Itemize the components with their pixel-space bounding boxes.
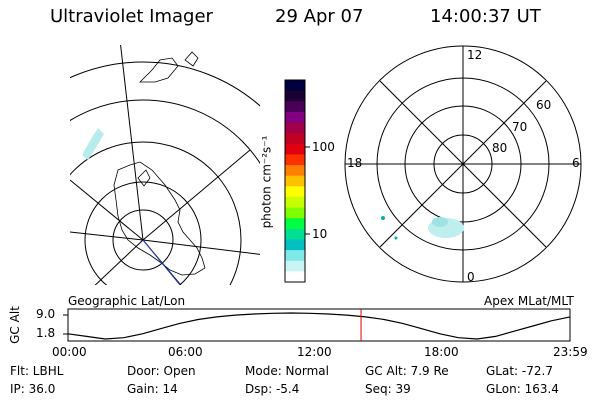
colorbar-stripe bbox=[285, 207, 305, 219]
geographic-caption: Geographic Lat/Lon bbox=[68, 294, 186, 308]
mlat-label-70: 70 bbox=[512, 120, 528, 134]
gain-info: Gain: 14 bbox=[127, 382, 178, 396]
door-info: Door: Open bbox=[127, 364, 196, 378]
timeline-xtick-3: 18:00 bbox=[424, 345, 459, 359]
colorbar-stripe bbox=[285, 90, 305, 102]
mlt-label-0: 0 bbox=[467, 270, 475, 284]
mlt-label-6: 6 bbox=[572, 156, 580, 170]
filter-info: Flt: LBHL bbox=[10, 364, 64, 378]
timeline-xtick-2: 12:00 bbox=[297, 345, 332, 359]
colorbar-stripe bbox=[285, 143, 305, 155]
colorbar-stripe bbox=[285, 228, 305, 240]
mode-info: Mode: Normal bbox=[245, 364, 329, 378]
timeline-axis-label: GC Alt bbox=[7, 306, 22, 344]
orbit-timeline bbox=[63, 308, 571, 342]
colorbar-stripe bbox=[285, 133, 305, 145]
colorbar-stripe bbox=[285, 111, 305, 124]
colorbar-stripe bbox=[285, 101, 305, 113]
colorbar-stripe bbox=[285, 218, 305, 230]
timeline-xtick-1: 06:00 bbox=[168, 345, 203, 359]
ip-info: IP: 36.0 bbox=[10, 382, 56, 396]
colorbar-stripe bbox=[285, 154, 305, 166]
glon-info: GLon: 163.4 bbox=[486, 382, 559, 396]
date-label: 29 Apr 07 bbox=[275, 6, 364, 27]
timeline-xtick-0: 00:00 bbox=[52, 345, 87, 359]
timeline-xtick-4: 23:59 bbox=[553, 345, 588, 359]
orbit-altitude-curve bbox=[67, 312, 571, 340]
colorbar-stripe bbox=[285, 250, 305, 262]
colorbar-stripe bbox=[285, 165, 305, 177]
color-bar bbox=[285, 80, 305, 283]
mlt-label-12: 12 bbox=[467, 48, 483, 62]
colorbar-stripe bbox=[285, 196, 305, 209]
glat-info: GLat: -72.7 bbox=[486, 364, 553, 378]
colorbar-tick-10: 10 bbox=[312, 227, 328, 241]
colorbar-stripe bbox=[285, 260, 305, 272]
colorbar-stripe bbox=[285, 175, 305, 187]
mlt-label-18: 18 bbox=[347, 156, 363, 170]
colorbar-stripe bbox=[285, 186, 305, 198]
timeline-ytick-9: 9.0 bbox=[36, 307, 56, 321]
mlat-label-60: 60 bbox=[536, 98, 552, 112]
colorbar-stripe bbox=[285, 80, 305, 92]
apex-caption: Apex MLat/MLT bbox=[484, 294, 574, 308]
colorbar-stripe bbox=[285, 239, 305, 251]
polar-plot bbox=[344, 45, 582, 283]
geographic-map bbox=[70, 45, 260, 285]
colorbar-stripe bbox=[285, 271, 305, 283]
gcalt-info: GC Alt: 7.9 Re bbox=[365, 364, 449, 378]
time-label: 14:00:37 UT bbox=[430, 6, 541, 27]
colorbar-tick-100: 100 bbox=[312, 140, 335, 154]
colorbar-stripe bbox=[285, 122, 305, 134]
dsp-info: Dsp: -5.4 bbox=[245, 382, 300, 396]
mlat-label-80: 80 bbox=[492, 141, 508, 155]
colorbar-unit-label: photon cm⁻²s⁻¹ bbox=[259, 135, 274, 229]
instrument-title: Ultraviolet Imager bbox=[50, 6, 213, 27]
seq-info: Seq: 39 bbox=[365, 382, 411, 396]
timeline-ytick-1-8: 1.8 bbox=[36, 326, 56, 340]
